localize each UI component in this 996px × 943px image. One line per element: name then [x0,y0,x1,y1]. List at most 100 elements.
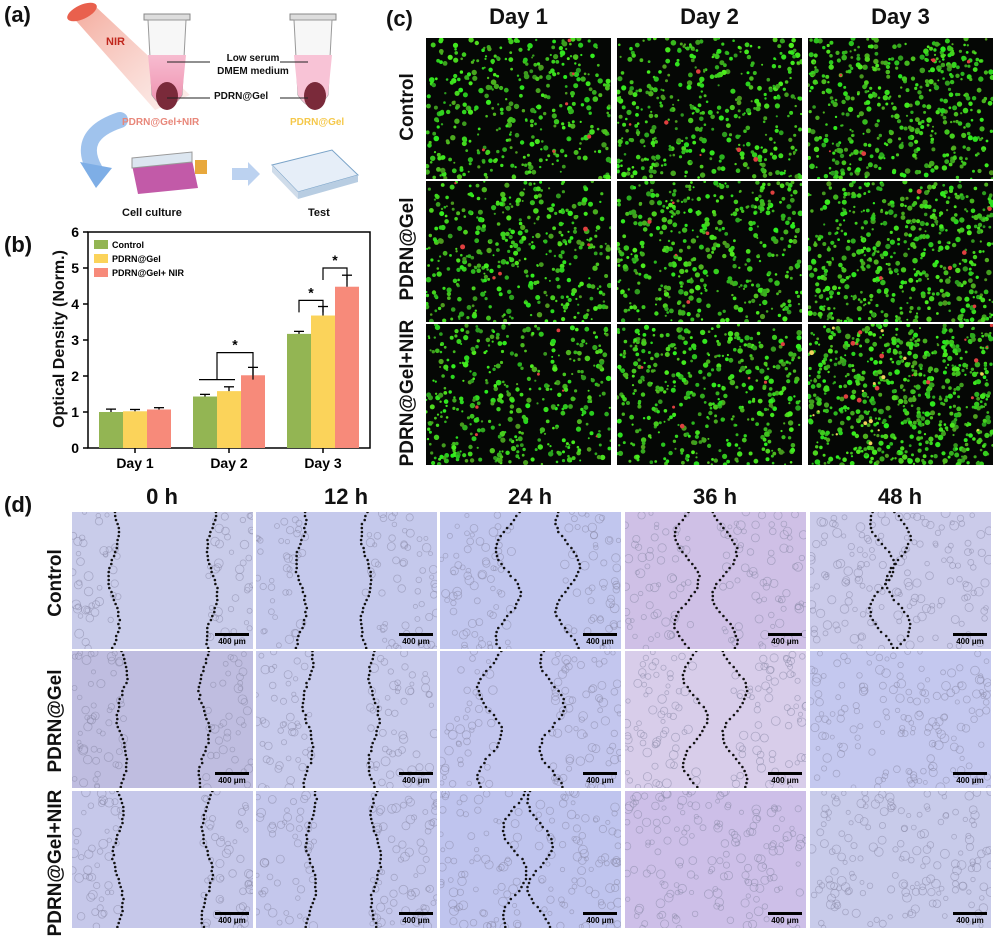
scale-bar-label: 400 μm [583,916,617,925]
fluorescence-image [426,324,611,465]
fluorescence-image [808,38,993,179]
fluorescence-image [808,181,993,322]
right-tube-caption: PDRN@Gel [290,117,344,128]
scratch-image: 400 μm [625,651,806,788]
y-tick-label: 1 [71,404,79,420]
scale-bar: 400 μm [583,912,617,925]
bar [193,397,217,448]
scratch-image: 400 μm [256,791,437,928]
y-tick-label: 6 [71,224,79,240]
significance-star: * [308,284,314,300]
scale-bar-label: 400 μm [953,637,987,646]
y-tick-label: 2 [71,368,79,384]
scratch-image: 400 μm [440,791,621,928]
d-row-gel-nir: PDRN@Gel+NIR [45,783,67,943]
scale-bar: 400 μm [215,633,249,646]
scratch-image: 400 μm [440,651,621,788]
c-col-day1: Day 1 [426,4,611,30]
scale-bar: 400 μm [399,633,433,646]
bar [241,375,265,448]
right-arrow-icon [232,162,260,186]
d-col-0h: 0 h [72,484,252,510]
fluorescence-image [617,38,802,179]
scratch-image: 400 μm [625,791,806,928]
d-row-control: Control [45,513,67,653]
scale-bar: 400 μm [953,633,987,646]
panel-label-a: (a) [4,2,31,28]
x-tick-label: Day 2 [210,455,248,471]
panel-label-c: (c) [386,6,413,32]
legend-label: PDRN@Gel+ NIR [112,268,185,278]
panel-label-d: (d) [4,492,32,518]
scratch-image: 400 μm [810,512,991,649]
fluorescence-image [426,181,611,322]
medium-label: Low serum DMEM medium [212,52,294,78]
significance-star: * [332,252,338,268]
well-plate-icon [272,150,358,199]
y-tick-label: 3 [71,332,79,348]
scratch-image: 400 μm [810,651,991,788]
scale-bar-label: 400 μm [768,776,802,785]
scale-bar-label: 400 μm [399,916,433,925]
scale-bar: 400 μm [399,912,433,925]
significance-star: * [232,337,238,353]
nir-label: NIR [106,36,125,48]
fluorescence-image [426,38,611,179]
bar [217,391,241,448]
c-col-day3: Day 3 [808,4,993,30]
d-col-24h: 24 h [440,484,620,510]
scratch-image: 400 μm [810,791,991,928]
legend-swatch [94,240,108,249]
scratch-image: 400 μm [256,512,437,649]
bar [123,411,147,448]
scratch-image: 400 μm [72,651,253,788]
scale-bar-label: 400 μm [953,916,987,925]
left-tube-caption: PDRN@Gel+NIR [122,117,199,128]
scratch-image: 400 μm [72,512,253,649]
scale-bar: 400 μm [768,772,802,785]
panel-label-b: (b) [4,232,32,258]
scale-bar-label: 400 μm [399,637,433,646]
scratch-image: 400 μm [72,791,253,928]
bar [335,287,359,448]
fluorescence-image [617,324,802,465]
d-col-12h: 12 h [256,484,436,510]
bar [99,412,123,448]
legend-swatch [94,254,108,263]
fluorescence-image [808,324,993,465]
y-tick-label: 0 [71,440,79,456]
bar [287,334,311,448]
scratch-image: 400 μm [440,512,621,649]
scale-bar-label: 400 μm [953,776,987,785]
scratch-image: 400 μm [625,512,806,649]
fluorescence-image [617,181,802,322]
scale-bar: 400 μm [953,772,987,785]
scale-bar-label: 400 μm [215,637,249,646]
c-row-gel-nir: PDRN@Gel+NIR [397,313,419,473]
scale-bar-label: 400 μm [215,776,249,785]
c-row-gel: PDRN@Gel [397,179,419,319]
scale-bar-label: 400 μm [215,916,249,925]
y-tick-label: 4 [71,296,79,312]
scale-bar: 400 μm [215,772,249,785]
d-col-36h: 36 h [625,484,805,510]
d-col-48h: 48 h [810,484,990,510]
scale-bar-label: 400 μm [399,776,433,785]
scale-bar-label: 400 μm [583,637,617,646]
scale-bar: 400 μm [768,633,802,646]
d-row-gel: PDRN@Gel [45,651,67,791]
c-col-day2: Day 2 [617,4,802,30]
scale-bar: 400 μm [583,772,617,785]
bar [147,409,171,448]
culture-flask-icon [132,152,207,194]
significance-bracket: * [299,284,323,312]
y-tick-label: 5 [71,260,79,276]
scale-bar: 400 μm [768,912,802,925]
x-tick-label: Day 1 [116,455,154,471]
scale-bar-label: 400 μm [768,637,802,646]
scale-bar: 400 μm [583,633,617,646]
scale-bar: 400 μm [953,912,987,925]
scale-bar-label: 400 μm [583,776,617,785]
gel-label: PDRN@Gel [214,91,268,102]
